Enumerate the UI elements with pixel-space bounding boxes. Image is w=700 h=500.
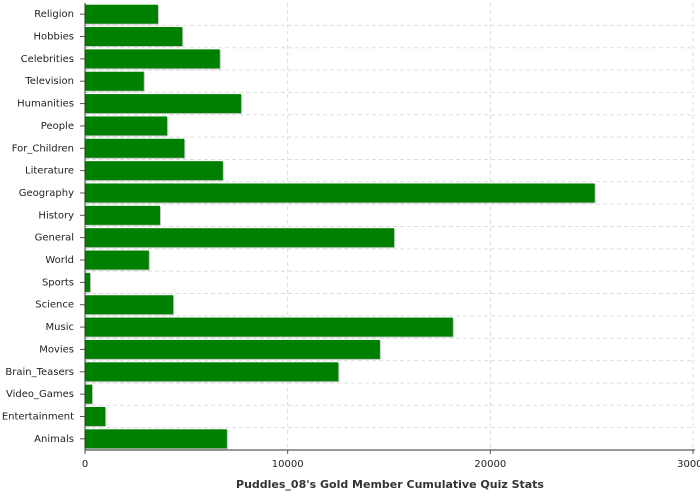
x-tick-label: 0 (82, 459, 88, 470)
bar (85, 138, 185, 158)
y-tick-label: Sports (42, 277, 74, 288)
y-tick-label: People (41, 121, 74, 132)
y-tick-label: Religion (34, 9, 74, 20)
y-tick-label: Literature (25, 166, 74, 177)
bar (85, 4, 158, 24)
y-tick-label: Hobbies (34, 32, 74, 43)
bar (85, 49, 220, 69)
y-tick-label: Movies (39, 344, 74, 355)
y-tick-label: Television (24, 76, 74, 87)
y-tick-label: Music (46, 322, 74, 333)
y-tick-label: Brain_Teasers (5, 367, 74, 378)
x-tick-label: 30000 (677, 459, 700, 470)
bar (85, 250, 149, 270)
bar (85, 272, 91, 292)
bar (85, 94, 242, 114)
bar (85, 27, 183, 47)
x-tick-label: 20000 (474, 459, 506, 470)
y-tick-label: Humanities (17, 99, 74, 110)
bar (85, 295, 174, 315)
bar (85, 317, 453, 337)
bar (85, 205, 160, 225)
bar (85, 183, 595, 203)
bar (85, 71, 144, 91)
y-tick-label: Geography (19, 188, 74, 199)
bar (85, 228, 395, 248)
y-tick-label: Science (35, 300, 74, 311)
y-tick-label: History (38, 210, 74, 221)
chart-title: Puddles_08's Gold Member Cumulative Quiz… (236, 478, 544, 491)
bar (85, 406, 106, 426)
y-tick-label: Video_Games (6, 389, 74, 400)
y-tick-label: Entertainment (2, 411, 74, 422)
x-tick-label: 10000 (272, 459, 304, 470)
bar (85, 339, 380, 359)
y-tick-label: For_Children (12, 143, 74, 154)
y-tick-label: Celebrities (21, 54, 74, 65)
y-tick-label: General (35, 233, 74, 244)
bar (85, 161, 223, 181)
bar (85, 116, 168, 136)
bar (85, 384, 93, 404)
y-tick-label: World (45, 255, 74, 266)
y-tick-label: Animals (34, 434, 74, 445)
bar (85, 362, 339, 382)
bar (85, 429, 227, 449)
